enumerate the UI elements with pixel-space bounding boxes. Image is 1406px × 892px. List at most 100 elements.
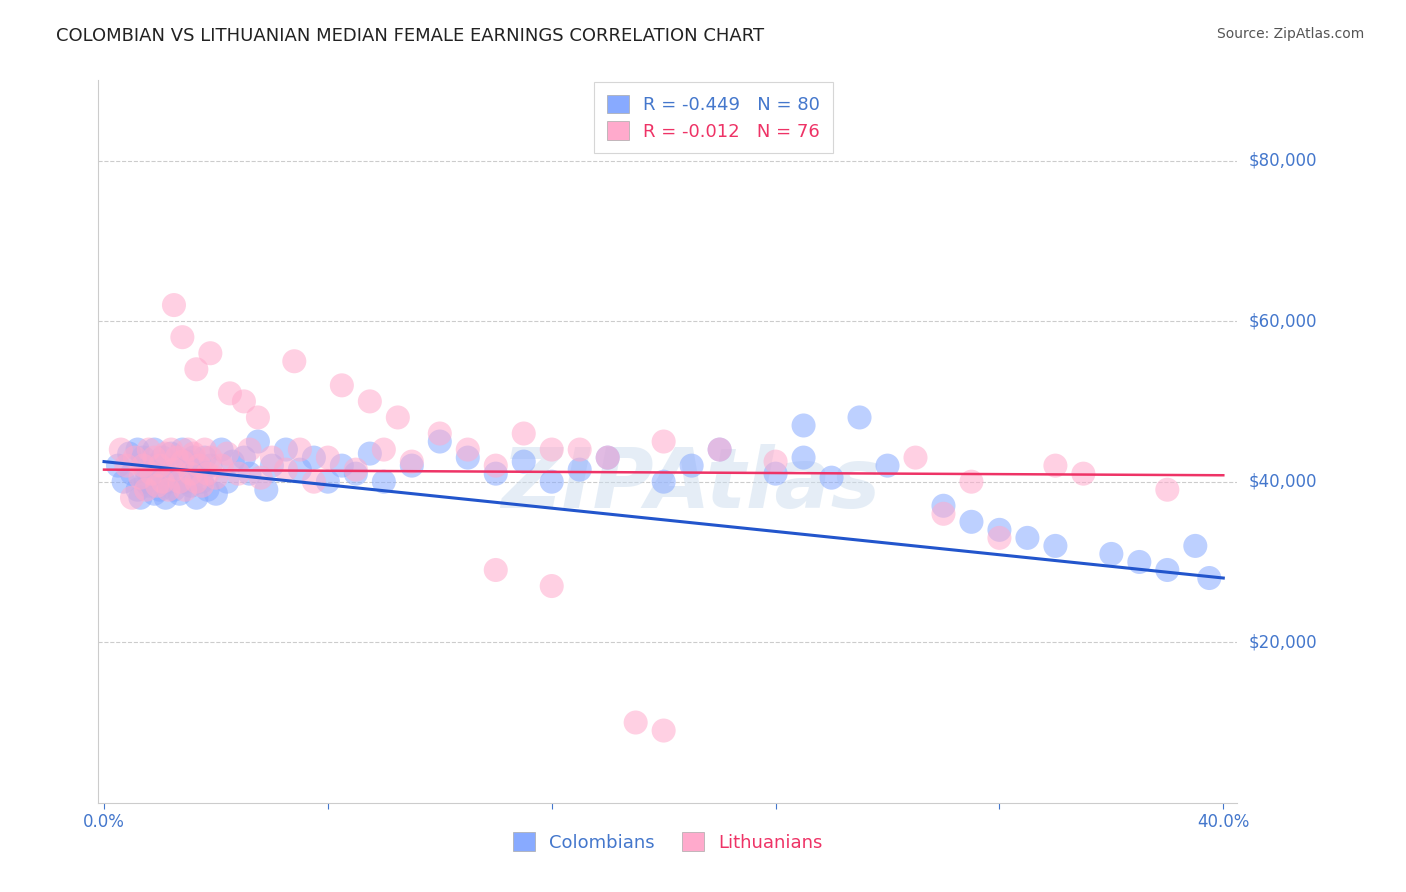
Point — [115, 458, 138, 473]
Point — [186, 362, 208, 376]
Point — [200, 458, 222, 473]
Point — [132, 458, 155, 473]
Point — [118, 446, 141, 460]
Point — [127, 483, 149, 497]
Point — [200, 450, 222, 465]
Point — [219, 386, 242, 401]
Point — [183, 450, 205, 465]
Point — [177, 442, 200, 457]
Point — [681, 458, 703, 473]
Point — [401, 454, 423, 468]
Point — [1045, 458, 1067, 473]
Point — [246, 434, 269, 449]
Point — [135, 483, 157, 497]
Point — [143, 450, 166, 465]
Point — [540, 475, 562, 489]
Point — [110, 442, 132, 457]
Point — [169, 475, 191, 489]
Point — [709, 442, 731, 457]
Point — [172, 442, 194, 457]
Text: COLOMBIAN VS LITHUANIAN MEDIAN FEMALE EARNINGS CORRELATION CHART: COLOMBIAN VS LITHUANIAN MEDIAN FEMALE EA… — [56, 27, 765, 45]
Point — [177, 454, 200, 468]
Point — [513, 426, 536, 441]
Text: ZIPAtlas: ZIPAtlas — [501, 444, 880, 525]
Point — [359, 394, 381, 409]
Point — [457, 450, 479, 465]
Point — [163, 462, 186, 476]
Point — [191, 475, 214, 489]
Point — [373, 475, 395, 489]
Point — [1156, 483, 1178, 497]
Point — [163, 483, 186, 497]
Point — [652, 434, 675, 449]
Point — [652, 475, 675, 489]
Text: Source: ZipAtlas.com: Source: ZipAtlas.com — [1216, 27, 1364, 41]
Point — [183, 446, 205, 460]
Point — [485, 563, 508, 577]
Point — [200, 346, 222, 360]
Point — [211, 458, 233, 473]
Point — [197, 467, 219, 481]
Point — [330, 458, 353, 473]
Text: $60,000: $60,000 — [1249, 312, 1317, 330]
Point — [260, 450, 283, 465]
Point — [217, 446, 239, 460]
Point — [513, 454, 536, 468]
Point — [205, 470, 228, 484]
Point — [302, 450, 325, 465]
Point — [765, 454, 787, 468]
Point — [155, 491, 177, 505]
Point — [160, 446, 183, 460]
Point — [124, 450, 146, 465]
Point — [141, 467, 163, 481]
Point — [904, 450, 927, 465]
Point — [765, 467, 787, 481]
Point — [260, 458, 283, 473]
Point — [960, 475, 983, 489]
Point — [149, 458, 172, 473]
Point — [988, 523, 1011, 537]
Point — [211, 442, 233, 457]
Point — [848, 410, 870, 425]
Legend: Colombians, Lithuanians: Colombians, Lithuanians — [506, 825, 830, 859]
Point — [709, 442, 731, 457]
Point — [568, 442, 591, 457]
Point — [246, 410, 269, 425]
Point — [149, 458, 172, 473]
Point — [596, 450, 619, 465]
Point — [793, 450, 815, 465]
Text: $40,000: $40,000 — [1249, 473, 1317, 491]
Point — [373, 442, 395, 457]
Point — [1017, 531, 1039, 545]
Point — [112, 475, 135, 489]
Point — [121, 467, 143, 481]
Point — [876, 458, 898, 473]
Point — [793, 418, 815, 433]
Point — [1198, 571, 1220, 585]
Point — [485, 467, 508, 481]
Point — [1073, 467, 1095, 481]
Point — [180, 467, 202, 481]
Point — [194, 450, 217, 465]
Point — [254, 483, 277, 497]
Point — [149, 483, 172, 497]
Point — [121, 491, 143, 505]
Point — [197, 483, 219, 497]
Point — [932, 499, 955, 513]
Point — [820, 470, 842, 484]
Point — [652, 723, 675, 738]
Point — [157, 475, 180, 489]
Point — [344, 467, 367, 481]
Point — [186, 475, 208, 489]
Point — [1156, 563, 1178, 577]
Point — [152, 450, 174, 465]
Point — [188, 458, 211, 473]
Point — [132, 450, 155, 465]
Point — [174, 475, 197, 489]
Point — [155, 467, 177, 481]
Point — [138, 442, 160, 457]
Point — [155, 446, 177, 460]
Point — [988, 531, 1011, 545]
Point — [129, 470, 152, 484]
Point — [960, 515, 983, 529]
